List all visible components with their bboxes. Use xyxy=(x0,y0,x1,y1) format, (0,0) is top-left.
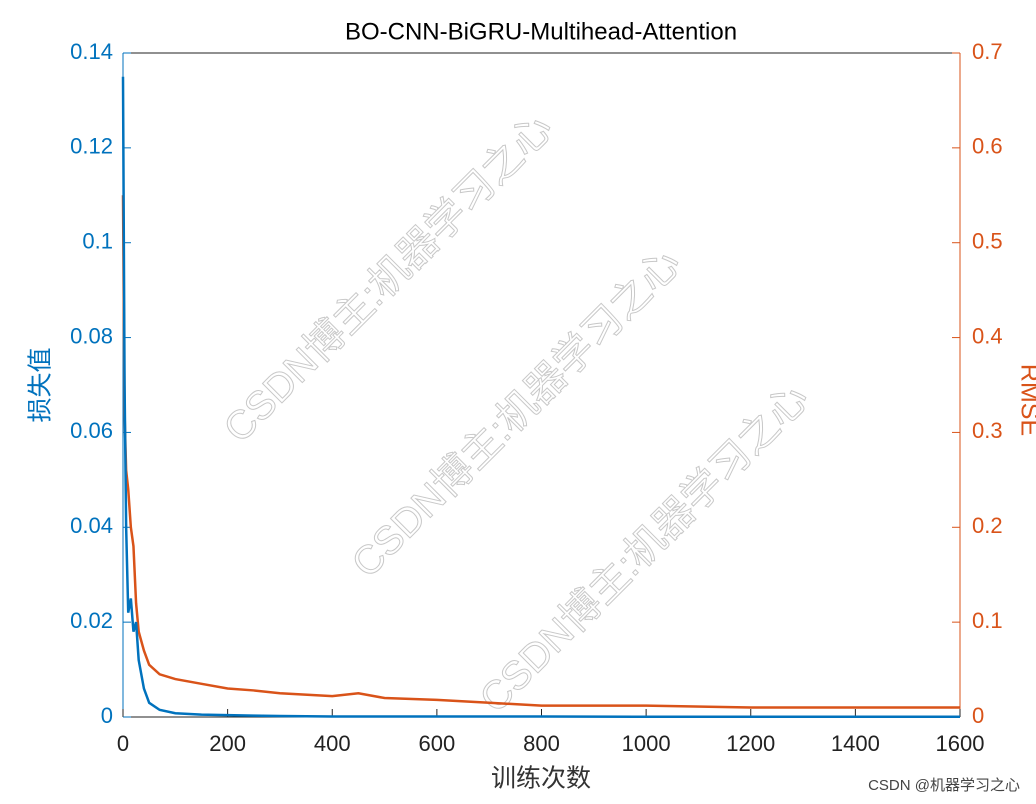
x-tick-label: 200 xyxy=(209,731,246,756)
y2-tick-label: 0.3 xyxy=(972,418,1003,443)
chart-title: BO-CNN-BiGRU-Multihead-Attention xyxy=(345,18,737,45)
series-line xyxy=(121,195,960,709)
y2-tick-label: 0.4 xyxy=(972,323,1003,348)
x-tick-label: 800 xyxy=(523,731,560,756)
y2-tick-label: 0.5 xyxy=(972,229,1003,254)
y2-axis-label: RMSE xyxy=(1015,364,1036,436)
y-axis-label: 损失值 xyxy=(27,347,55,422)
x-tick-label: 0 xyxy=(117,731,129,756)
y-tick-label: 0.02 xyxy=(70,608,113,633)
y2-tick-label: 0.2 xyxy=(972,513,1003,538)
y-tick-label: 0.08 xyxy=(70,323,113,348)
x-tick-label: 1000 xyxy=(622,731,671,756)
y-tick-label: 0 xyxy=(101,703,113,728)
series-line xyxy=(121,76,960,719)
y2-tick-label: 0.1 xyxy=(972,608,1003,633)
y-tick-label: 0.14 xyxy=(70,39,113,64)
x-axis-label: 训练次数 xyxy=(491,765,591,793)
x-tick-label: 1200 xyxy=(726,731,775,756)
y-tick-label: 0.04 xyxy=(70,513,113,538)
x-tick-label: 400 xyxy=(314,731,351,756)
x-tick-label: 1600 xyxy=(936,731,985,756)
x-tick-label: 600 xyxy=(419,731,456,756)
y-tick-label: 0.1 xyxy=(82,229,113,254)
y2-tick-label: 0 xyxy=(972,703,984,728)
y2-tick-label: 0.6 xyxy=(972,134,1003,159)
y-tick-label: 0.12 xyxy=(70,134,113,159)
y-tick-label: 0.06 xyxy=(70,418,113,443)
footer: CSDN @机器学习之心 xyxy=(868,777,1020,794)
y2-tick-label: 0.7 xyxy=(972,39,1003,64)
x-tick-label: 1400 xyxy=(831,731,880,756)
